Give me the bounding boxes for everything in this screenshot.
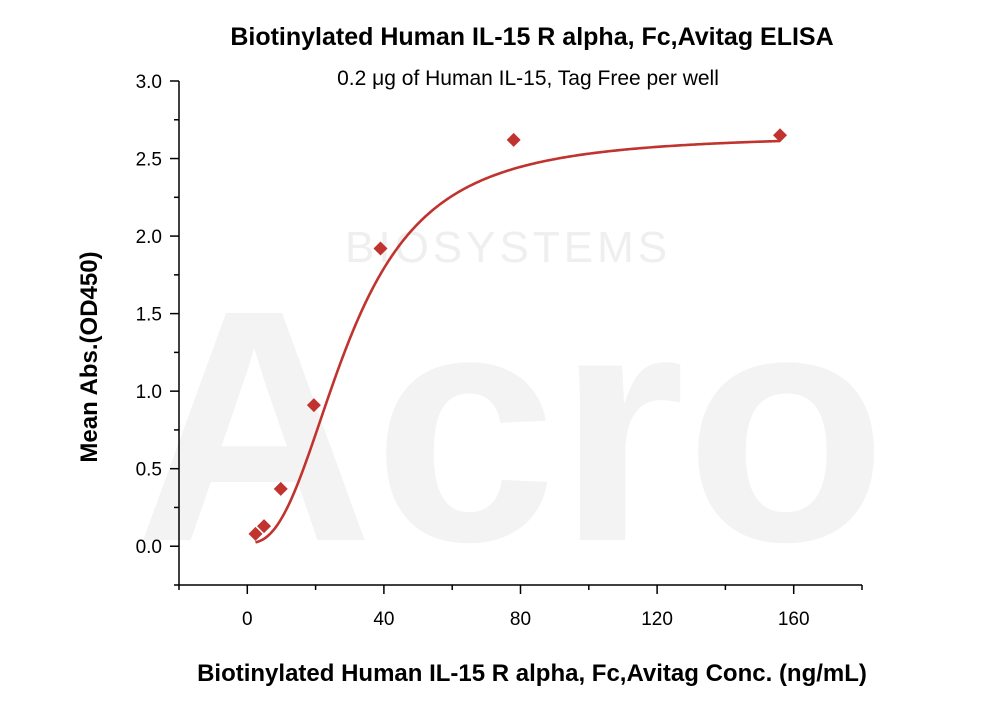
chart-title: Biotinylated Human IL-15 R alpha, Fc,Avi… xyxy=(230,23,833,51)
x-ticks: 0 40 80 120 160 xyxy=(178,585,863,630)
x-axis-title: Biotinylated Human IL-15 R alpha, Fc,Avi… xyxy=(197,660,867,687)
watermark-brand: BIOSYSTEMS xyxy=(345,223,671,272)
x-tick-label: 120 xyxy=(641,609,673,630)
x-tick-label: 0 xyxy=(242,609,253,630)
data-points xyxy=(248,128,788,541)
y-tick-label: 3.0 xyxy=(136,72,162,93)
data-point xyxy=(257,519,272,534)
data-point xyxy=(506,132,521,147)
x-tick-label: 80 xyxy=(510,609,531,630)
data-point xyxy=(273,481,288,496)
chart-subtitle: 0.2 μg of Human IL-15, Tag Free per well xyxy=(337,67,719,90)
data-point xyxy=(373,241,388,256)
y-tick-label: 2.5 xyxy=(136,150,162,171)
y-tick-label: 0.5 xyxy=(136,460,162,481)
data-point xyxy=(306,398,321,413)
y-ticks: 0.0 0.5 1.0 1.5 2.0 2.5 3.0 xyxy=(136,72,179,586)
y-tick-label: 2.0 xyxy=(136,227,162,248)
watermark: Acro BIOSYSTEMS xyxy=(135,223,887,610)
y-tick-label: 0.0 xyxy=(136,537,162,558)
x-tick-label: 40 xyxy=(373,609,394,630)
data-point xyxy=(248,526,263,541)
y-axis-title: Mean Abs.(OD450) xyxy=(76,251,103,462)
y-tick-label: 1.5 xyxy=(136,305,162,326)
y-tick-label: 1.0 xyxy=(136,382,162,403)
data-point xyxy=(773,128,788,143)
watermark-logo: Acro xyxy=(135,241,887,610)
fit-curve xyxy=(255,139,781,544)
x-tick-label: 160 xyxy=(778,609,810,630)
